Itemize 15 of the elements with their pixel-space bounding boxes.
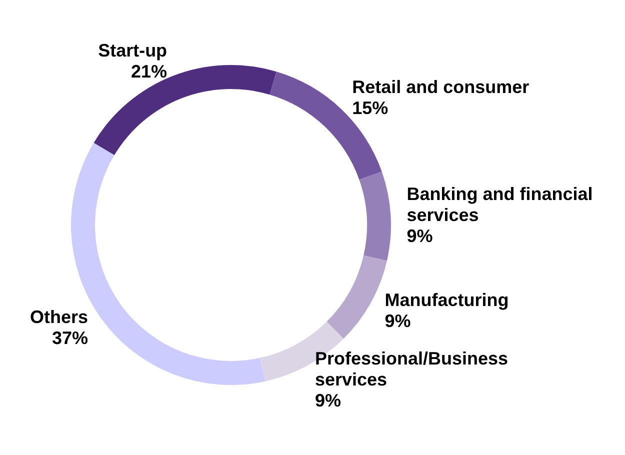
slice-label: Manufacturing <box>384 290 509 310</box>
donut-slice <box>359 172 391 261</box>
slice-label: Banking and financial services <box>406 184 593 225</box>
donut-slice <box>326 255 387 339</box>
slice-label: Start-up <box>98 40 168 61</box>
data-label: 9% <box>384 311 411 332</box>
slice-label: Retail and consumer <box>352 76 530 97</box>
data-label: 9% <box>314 390 341 411</box>
slice-label: Professional/Business services <box>314 348 508 390</box>
data-label: 21% <box>131 62 168 82</box>
data-label: 9% <box>406 226 433 246</box>
slice-label: Others <box>30 307 88 328</box>
donut-slice <box>94 65 276 156</box>
data-label: 37% <box>52 328 88 348</box>
data-label: 15% <box>352 98 388 118</box>
